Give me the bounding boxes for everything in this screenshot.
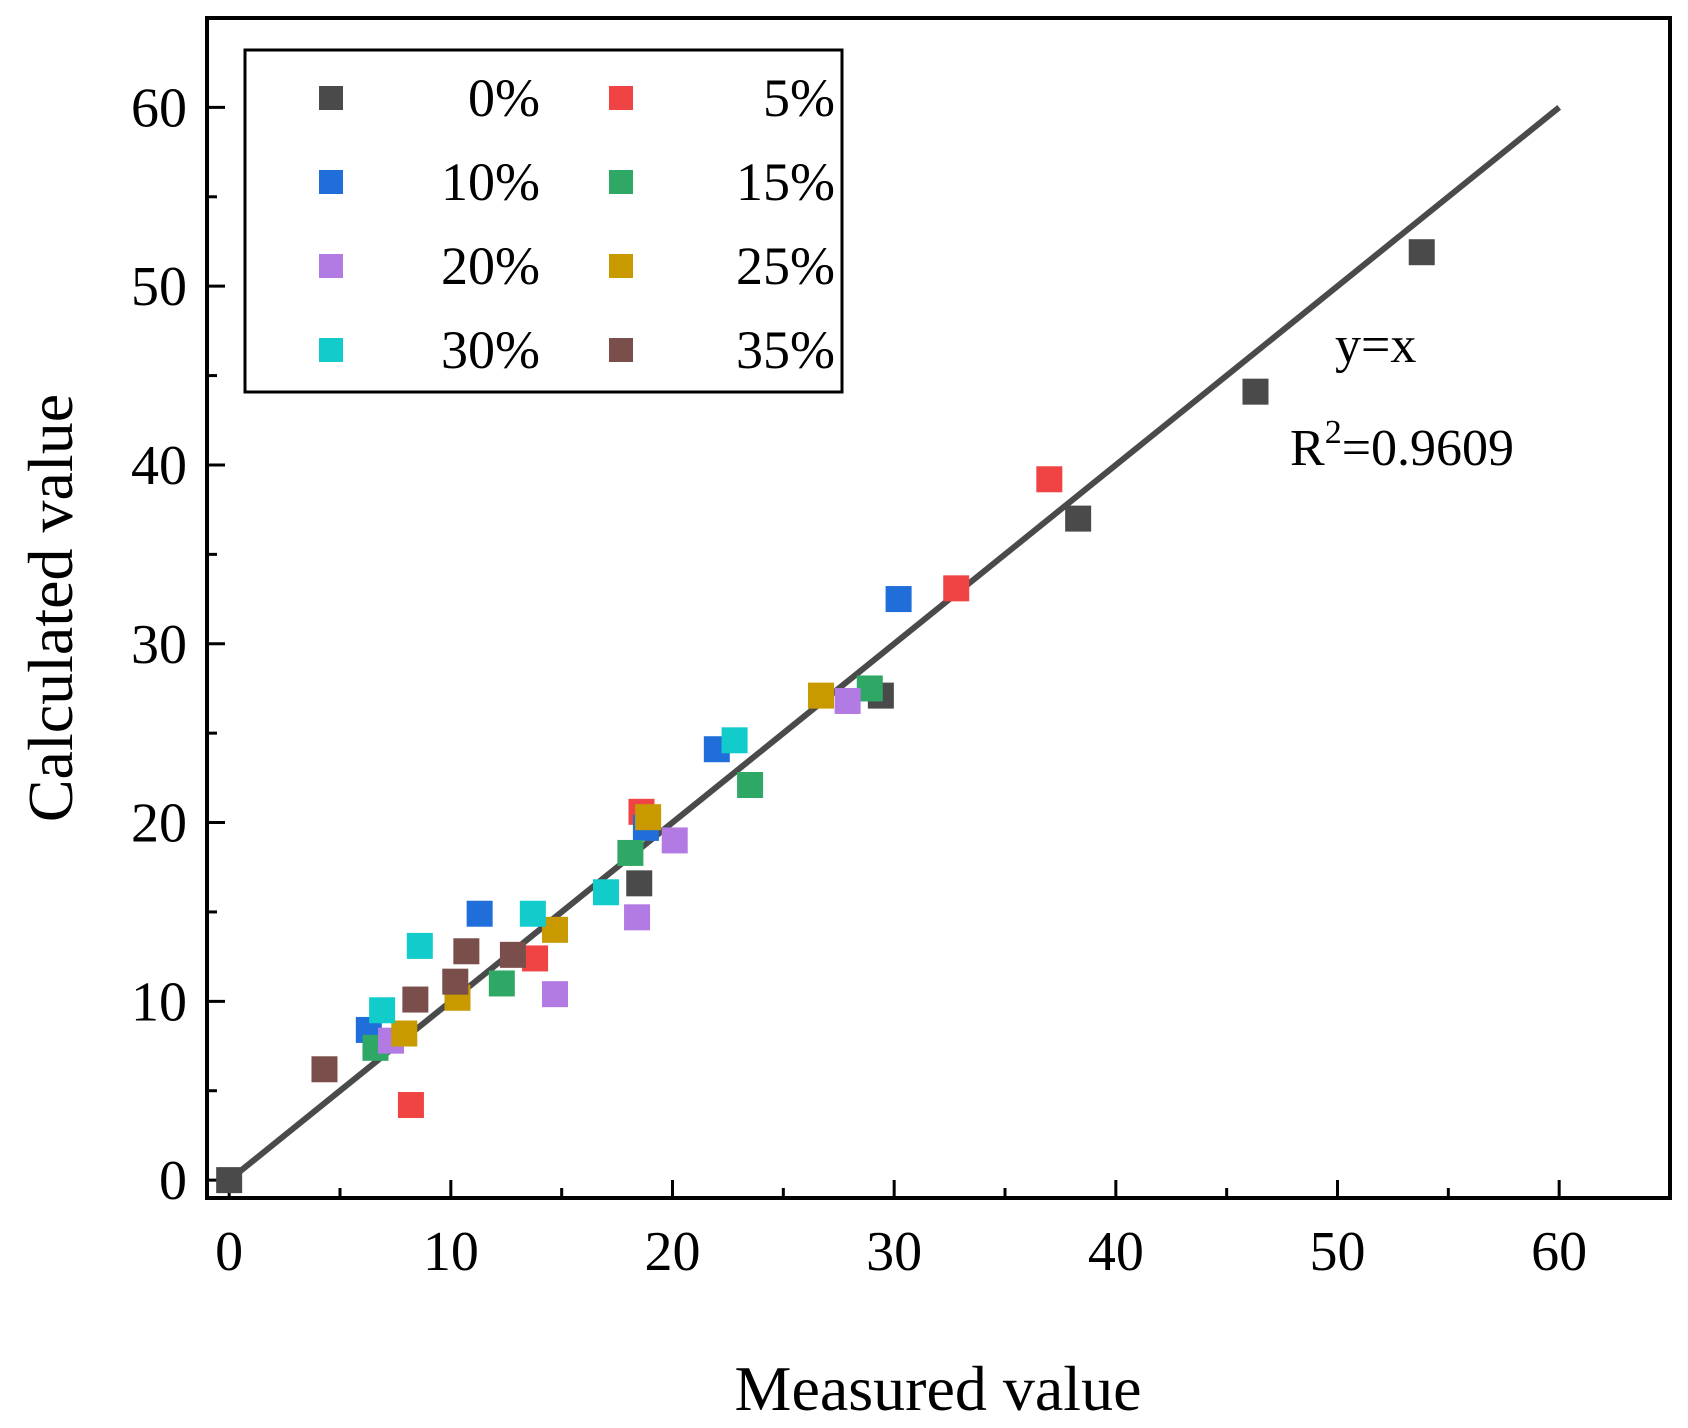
- point-15pct: [737, 772, 764, 798]
- legend: 0% 5% 10% 15% 20% 25% 30% 35%: [243, 48, 844, 394]
- point-5pct: [522, 945, 549, 972]
- r2-prefix: R: [1290, 420, 1325, 477]
- fit-line-label: y=x: [1335, 317, 1416, 374]
- point-30pct: [519, 900, 546, 927]
- point-30pct: [369, 997, 396, 1024]
- legend-marker-5pct: [609, 86, 633, 110]
- point-5pct: [1036, 466, 1063, 493]
- legend-label-15pct: 15%: [736, 152, 835, 212]
- legend-label-35pct: 35%: [736, 320, 835, 380]
- legend-label-10pct: 10%: [441, 152, 540, 212]
- point-30pct: [406, 932, 433, 959]
- legend-marker-20pct: [319, 254, 343, 278]
- legend-marker-25pct: [609, 254, 633, 278]
- legend-label-20pct: 20%: [441, 236, 540, 296]
- point-25pct: [542, 916, 569, 943]
- x-tick-label: 30: [866, 1221, 922, 1283]
- point-0pct: [216, 1167, 243, 1194]
- point-10pct: [885, 586, 912, 613]
- legend-marker-15pct: [609, 170, 633, 194]
- legend-marker-35pct: [609, 338, 633, 362]
- point-35pct: [311, 1056, 338, 1083]
- point-35pct: [402, 986, 429, 1013]
- point-20pct: [624, 904, 651, 931]
- point-5pct: [943, 575, 970, 602]
- point-10pct: [466, 900, 493, 927]
- x-tick-label: 40: [1088, 1221, 1144, 1283]
- legend-box: [243, 48, 844, 394]
- point-0pct: [1065, 505, 1092, 532]
- x-tick-label: 0: [215, 1221, 243, 1283]
- legend-marker-0pct: [319, 86, 343, 110]
- point-5pct: [397, 1092, 424, 1119]
- point-35pct: [442, 968, 469, 995]
- point-15pct: [856, 675, 883, 702]
- y-tick-label: 30: [131, 614, 187, 676]
- plot-frame: [205, 16, 1672, 1200]
- r2-superscript: 2: [1325, 414, 1342, 451]
- data-points: [216, 239, 1435, 1194]
- point-20pct: [834, 687, 861, 714]
- legend-marker-30pct: [319, 338, 343, 362]
- point-15pct: [617, 839, 644, 866]
- y-tick-label: 60: [131, 77, 187, 139]
- point-20pct: [542, 981, 569, 1008]
- y-tick-label: 20: [131, 793, 187, 855]
- r2-annotation: R2=0.9609: [1290, 414, 1514, 477]
- point-0pct: [626, 870, 653, 897]
- point-30pct: [593, 879, 619, 906]
- legend-label-25pct: 25%: [736, 236, 835, 296]
- legend-marker-10pct: [319, 170, 343, 194]
- axis-ticks: 0 10 20 30 40 50 60 0 10 20 30 40 50 60: [131, 77, 1587, 1283]
- point-25pct: [391, 1020, 418, 1047]
- y-tick-label: 0: [159, 1150, 187, 1212]
- point-0pct: [1408, 239, 1435, 266]
- legend-label-0pct: 0%: [468, 68, 540, 128]
- point-30pct: [721, 727, 748, 754]
- x-tick-label: 20: [645, 1221, 701, 1283]
- point-25pct: [808, 682, 835, 709]
- point-25pct: [635, 804, 662, 831]
- y-axis-title: Calculated value: [15, 394, 86, 822]
- y-tick-label: 40: [131, 435, 187, 497]
- x-tick-label: 60: [1531, 1221, 1587, 1283]
- x-axis-title: Measured value: [735, 1353, 1142, 1424]
- point-15pct: [488, 970, 515, 997]
- legend-label-30pct: 30%: [441, 320, 540, 380]
- legend-label-5pct: 5%: [763, 68, 835, 128]
- y-tick-label: 50: [131, 256, 187, 318]
- x-tick-label: 50: [1310, 1221, 1366, 1283]
- point-35pct: [499, 941, 526, 968]
- point-20pct: [661, 827, 688, 854]
- point-35pct: [453, 938, 480, 965]
- x-tick-label: 10: [423, 1221, 479, 1283]
- y-tick-label: 10: [131, 971, 187, 1033]
- r2-value: =0.9609: [1342, 420, 1514, 477]
- point-0pct: [1242, 378, 1269, 405]
